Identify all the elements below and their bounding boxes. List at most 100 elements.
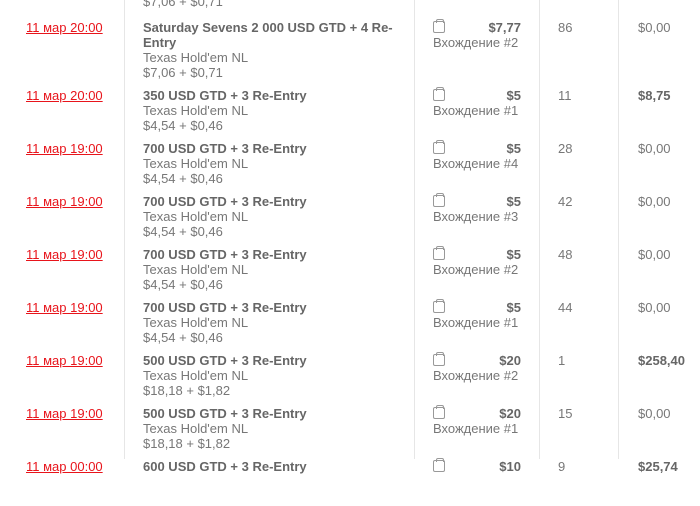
table-row: 11 мар 19:00 700 USD GTD + 3 Re-Entry Texa… xyxy=(0,135,700,188)
game-type: Texas Hold'em NL xyxy=(143,156,249,171)
buyin-price: $5 xyxy=(506,88,521,103)
tournament-date-link[interactable]: 11 мар 19:00 xyxy=(26,247,103,262)
entry-number: Вхождение #2 xyxy=(433,35,519,50)
buyin-price: $5 xyxy=(506,141,521,156)
winnings: $258,40 xyxy=(638,353,685,368)
tournament-info: 700 USD GTD + 3 Re-Entry Texas Hold'em NL… xyxy=(143,141,408,186)
fee-text: $4,54 + $0,46 xyxy=(143,330,223,345)
winnings: $25,74 xyxy=(638,459,678,474)
tournament-info: 500 USD GTD + 3 Re-Entry Texas Hold'em NL… xyxy=(143,353,408,398)
winnings: $0,00 xyxy=(638,20,671,35)
winnings: $0,00 xyxy=(638,300,671,315)
entry-number: Вхождение #4 xyxy=(433,156,519,171)
column-divider xyxy=(618,0,619,459)
tournament-info: 700 USD GTD + 3 Re-Entry Texas Hold'em NL… xyxy=(143,194,408,239)
fee-text: $7,06 + $0,71 xyxy=(143,0,223,9)
fee-text: $4,54 + $0,46 xyxy=(143,171,223,186)
table-row: 11 мар 19:00 500 USD GTD + 3 Re-Entry Texa… xyxy=(0,347,700,400)
table-row: 11 мар 20:00 350 USD GTD + 3 Re-Entry Texa… xyxy=(0,82,700,135)
buyin-cell: $7,77 Вхождение #2 xyxy=(433,19,521,50)
table-row: 11 мар 00:00 600 USD GTD + 3 Re-Entry $10 9… xyxy=(0,453,700,506)
winnings: $8,75 xyxy=(638,88,671,103)
fee-text: $18,18 + $1,82 xyxy=(143,383,231,398)
fee-text: $4,54 + $0,46 xyxy=(143,224,223,239)
buyin-cell: $5 Вхождение #4 xyxy=(433,140,521,171)
buyin-price: $20 xyxy=(499,353,521,368)
entry-number: Вхождение #3 xyxy=(433,209,519,224)
game-type: Texas Hold'em NL xyxy=(143,421,249,436)
game-type: Texas Hold'em NL xyxy=(143,315,249,330)
tournament-info: 700 USD GTD + 3 Re-Entry Texas Hold'em NL… xyxy=(143,300,408,345)
wallet-icon xyxy=(433,405,445,419)
entry-number: Вхождение #1 xyxy=(433,103,519,118)
column-divider xyxy=(414,0,415,459)
buyin-price: $7,77 xyxy=(488,20,521,35)
buyin-price: $5 xyxy=(506,194,521,209)
tournament-date-link[interactable]: 11 мар 19:00 xyxy=(26,141,103,156)
table-row: 11 мар 19:00 700 USD GTD + 3 Re-Entry Texa… xyxy=(0,294,700,347)
players-count: 15 xyxy=(558,406,573,421)
game-type: Texas Hold'em NL xyxy=(143,209,249,224)
buyin-price: $20 xyxy=(499,406,521,421)
tournament-title: 500 USD GTD + 3 Re-Entry xyxy=(143,353,307,368)
entry-number: Вхождение #1 xyxy=(433,421,519,436)
buyin-cell: $20 Вхождение #2 xyxy=(433,352,521,383)
winnings: $0,00 xyxy=(638,406,671,421)
tournament-title: 700 USD GTD + 3 Re-Entry xyxy=(143,194,307,209)
tournament-title: Saturday Sevens 2 000 USD GTD + 4 Re-Ent… xyxy=(143,20,393,50)
winnings: $0,00 xyxy=(638,141,671,156)
wallet-icon xyxy=(433,140,445,154)
buyin-cell: $5 Вхождение #3 xyxy=(433,193,521,224)
tournament-title: 350 USD GTD + 3 Re-Entry xyxy=(143,88,307,103)
buyin-cell: $5 Вхождение #2 xyxy=(433,246,521,277)
table-row: 11 мар 20:00 Saturday Sevens 2 000 USD GT… xyxy=(0,14,700,82)
buyin-price: $10 xyxy=(499,459,521,474)
buyin-cell: $20 Вхождение #1 xyxy=(433,405,521,436)
tournament-date-link[interactable]: 11 мар 20:00 xyxy=(26,88,103,103)
wallet-icon xyxy=(433,299,445,313)
tournament-date-link[interactable]: 11 мар 19:00 xyxy=(26,300,103,315)
winnings: $0,00 xyxy=(638,194,671,209)
tournament-title: 500 USD GTD + 3 Re-Entry xyxy=(143,406,307,421)
fee-text: $4,54 + $0,46 xyxy=(143,277,223,292)
winnings: $0,00 xyxy=(638,247,671,262)
buyin-cell: $5 Вхождение #1 xyxy=(433,87,521,118)
entry-number: Вхождение #2 xyxy=(433,262,519,277)
wallet-icon xyxy=(433,87,445,101)
buyin-price: $5 xyxy=(506,247,521,262)
game-type: Texas Hold'em NL xyxy=(143,368,249,383)
players-count: 44 xyxy=(558,300,573,315)
tournament-info: 500 USD GTD + 3 Re-Entry Texas Hold'em NL… xyxy=(143,406,408,451)
tournament-date-link[interactable]: 11 мар 19:00 xyxy=(26,406,103,421)
tournament-info: Saturday Sevens 2 000 USD GTD + 4 Re-Ent… xyxy=(143,20,408,80)
fee-text: $18,18 + $1,82 xyxy=(143,436,231,451)
table-row: 11 мар 19:00 500 USD GTD + 3 Re-Entry Texa… xyxy=(0,400,700,453)
players-count: 9 xyxy=(558,459,566,474)
tournament-date-link[interactable]: 11 мар 19:00 xyxy=(26,194,103,209)
buyin-cell: $10 xyxy=(433,458,521,474)
players-count: 86 xyxy=(558,20,573,35)
tournament-info: 600 USD GTD + 3 Re-Entry xyxy=(143,459,408,474)
players-count: 1 xyxy=(558,353,566,368)
table-row: 11 мар 19:00 700 USD GTD + 3 Re-Entry Texa… xyxy=(0,188,700,241)
column-divider xyxy=(539,0,540,459)
tournament-date-link[interactable]: 11 мар 19:00 xyxy=(26,353,103,368)
table-row: $7,06 + $0,71 xyxy=(0,0,700,14)
tournament-title: 700 USD GTD + 3 Re-Entry xyxy=(143,141,307,156)
tournament-info: 700 USD GTD + 3 Re-Entry Texas Hold'em NL… xyxy=(143,247,408,292)
tournament-date-link[interactable]: 11 мар 20:00 xyxy=(26,20,103,35)
column-divider xyxy=(124,0,125,459)
tournament-date-link[interactable]: 11 мар 00:00 xyxy=(26,459,103,474)
table-row: 11 мар 19:00 700 USD GTD + 3 Re-Entry Texa… xyxy=(0,241,700,294)
game-type: Texas Hold'em NL xyxy=(143,50,249,65)
players-count: 11 xyxy=(558,88,572,103)
game-type: Texas Hold'em NL xyxy=(143,103,249,118)
players-count: 28 xyxy=(558,141,573,156)
wallet-icon xyxy=(433,458,445,472)
players-count: 42 xyxy=(558,194,573,209)
wallet-icon xyxy=(433,352,445,366)
entry-number: Вхождение #2 xyxy=(433,368,519,383)
buyin-cell: $5 Вхождение #1 xyxy=(433,299,521,330)
entry-number: Вхождение #1 xyxy=(433,315,519,330)
fee-text: $7,06 + $0,71 xyxy=(143,65,223,80)
